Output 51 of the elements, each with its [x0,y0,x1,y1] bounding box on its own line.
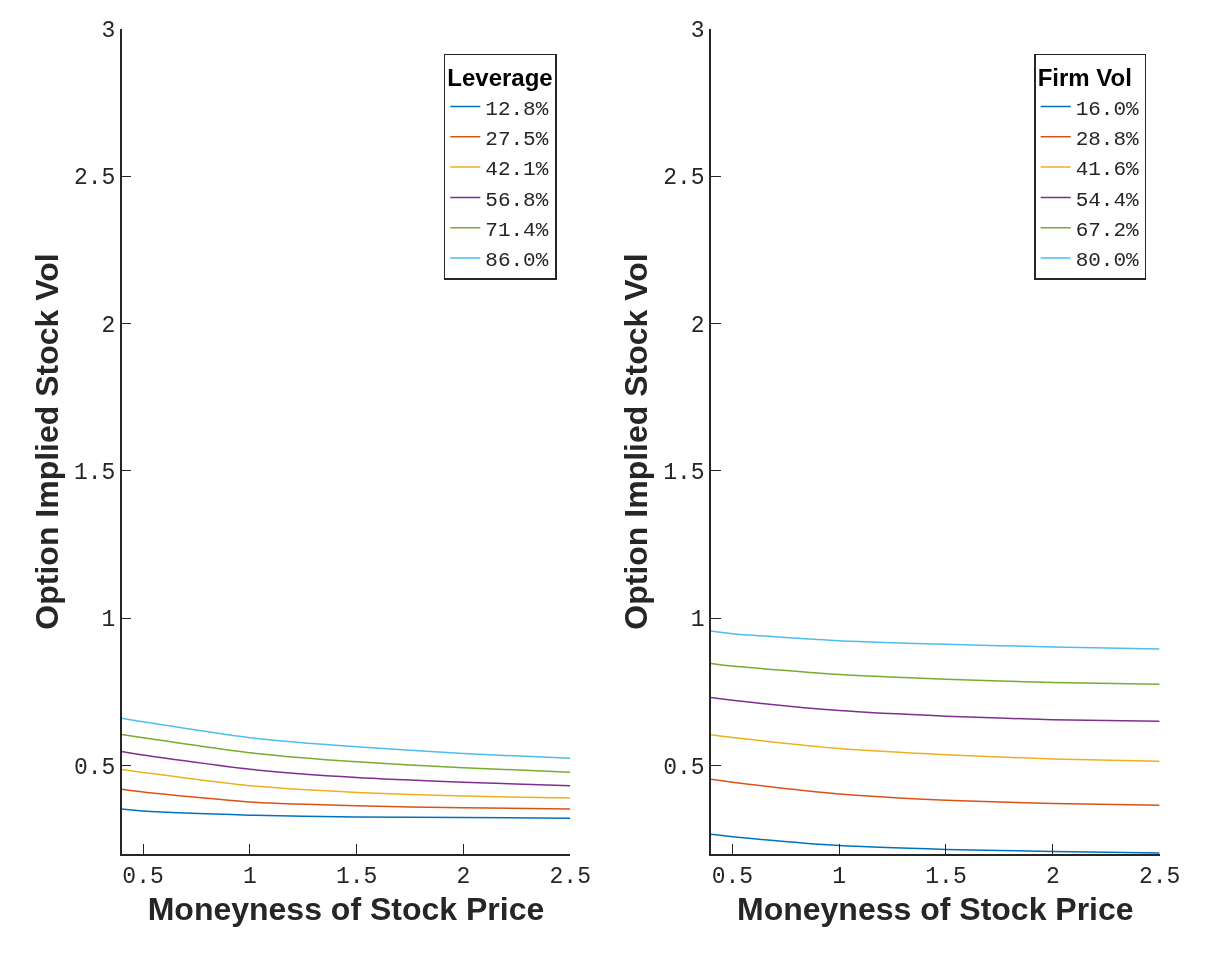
y-tick-label: 0.5 [73,754,116,781]
line-series [121,788,571,810]
line-series [711,778,1160,806]
legend-label: 67.2% [1075,218,1140,242]
y-tick-label: 2 [101,312,116,339]
x-tick-label: 1 [832,864,847,891]
x-tick-label: 1 [242,864,257,891]
legend-title: Firm Vol [1037,64,1132,92]
line-series [121,750,571,787]
x-axis-title: Moneyness of Stock Price [737,890,1134,927]
y-axis-title: Option Implied Stock Vol [618,253,655,630]
line-series [121,717,571,760]
line-series [711,696,1160,722]
x-tick-label: 0.5 [122,864,164,891]
line-series [711,733,1160,763]
y-tick-label: 0.5 [663,754,705,781]
x-tick-label: 1.5 [335,864,378,891]
y-axis-title: Option Implied Stock Vol [28,253,65,630]
y-tick-label: 3 [101,17,116,44]
legend-label: 12.8% [485,97,549,121]
line-series [711,662,1160,686]
y-tick-label: 1.5 [663,460,705,487]
x-tick-label: 2.5 [1138,864,1181,891]
legend-label: 16.0% [1075,97,1140,121]
x-tick-label: 2 [456,864,471,891]
y-tick-label: 2 [690,312,705,339]
legend-title: Leverage [447,64,553,92]
x-axis-title: Moneyness of Stock Price [147,890,545,927]
y-tick-label: 3 [690,17,705,44]
y-tick-label: 2.5 [73,165,116,192]
x-tick-label: 0.5 [711,864,754,891]
legend-label: 41.6% [1075,158,1140,182]
x-tick-label: 2.5 [549,864,591,891]
y-tick-label: 1 [101,607,116,634]
y-tick-label: 2.5 [663,165,705,192]
legend-label: 56.8% [485,188,549,212]
legend-label: 80.0% [1075,249,1140,273]
line-series [711,630,1160,650]
line-series [121,733,571,773]
x-tick-label: 2 [1045,864,1060,891]
legend-label: 42.1% [485,158,549,182]
legend-label: 27.5% [485,127,549,151]
legend-label: 54.4% [1075,188,1140,212]
line-series [121,808,571,819]
legend-label: 28.8% [1075,127,1140,151]
legend-label: 86.0% [485,249,549,273]
y-tick-label: 1 [690,607,705,634]
y-tick-label: 1.5 [73,460,116,487]
x-tick-label: 1.5 [925,864,967,891]
line-series [121,768,571,799]
legend-label: 71.4% [485,218,549,242]
